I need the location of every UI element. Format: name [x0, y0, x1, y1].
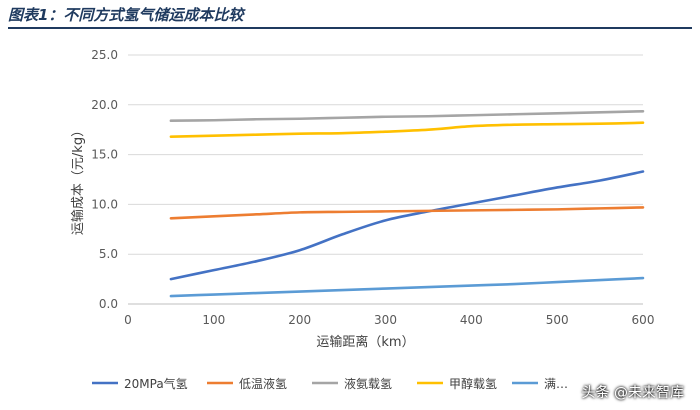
y-axis-title: 运输成本（元/kg）	[70, 124, 86, 235]
x-tick-label: 600	[632, 313, 655, 327]
y-tick-label: 20.0	[91, 98, 118, 112]
x-tick-label: 200	[288, 313, 311, 327]
x-tick-label: 400	[460, 313, 483, 327]
chart-title: 图表1：不同方式氢气储运成本比较	[8, 6, 244, 24]
legend-label-5: 满…	[544, 377, 568, 391]
x-tick-label: 0	[124, 313, 132, 327]
y-tick-label: 15.0	[91, 148, 118, 162]
y-tick-label: 10.0	[91, 197, 118, 211]
legend-label-3: 液氨载氢	[344, 376, 392, 391]
title-divider	[8, 27, 692, 29]
y-tick-label: 25.0	[91, 48, 118, 62]
y-tick-label: 5.0	[99, 247, 118, 261]
legend-label-2: 低温液氢	[239, 376, 287, 391]
x-tick-label: 100	[202, 313, 225, 327]
watermark: 头条 @未来智库	[581, 385, 684, 401]
series-line-1	[169, 170, 645, 281]
x-axis-title: 运输距离（km）	[316, 334, 414, 350]
series-line-5	[169, 276, 645, 298]
series-line-2	[169, 206, 645, 220]
series-line-4	[169, 121, 645, 138]
series-line-3	[169, 109, 645, 123]
x-tick-label: 300	[374, 313, 397, 327]
y-tick-label: 0.0	[99, 297, 118, 311]
legend-label-1: 20MPa气氢	[124, 376, 188, 391]
legend-label-4: 甲醇载氢	[449, 376, 497, 391]
x-tick-label: 500	[546, 313, 569, 327]
